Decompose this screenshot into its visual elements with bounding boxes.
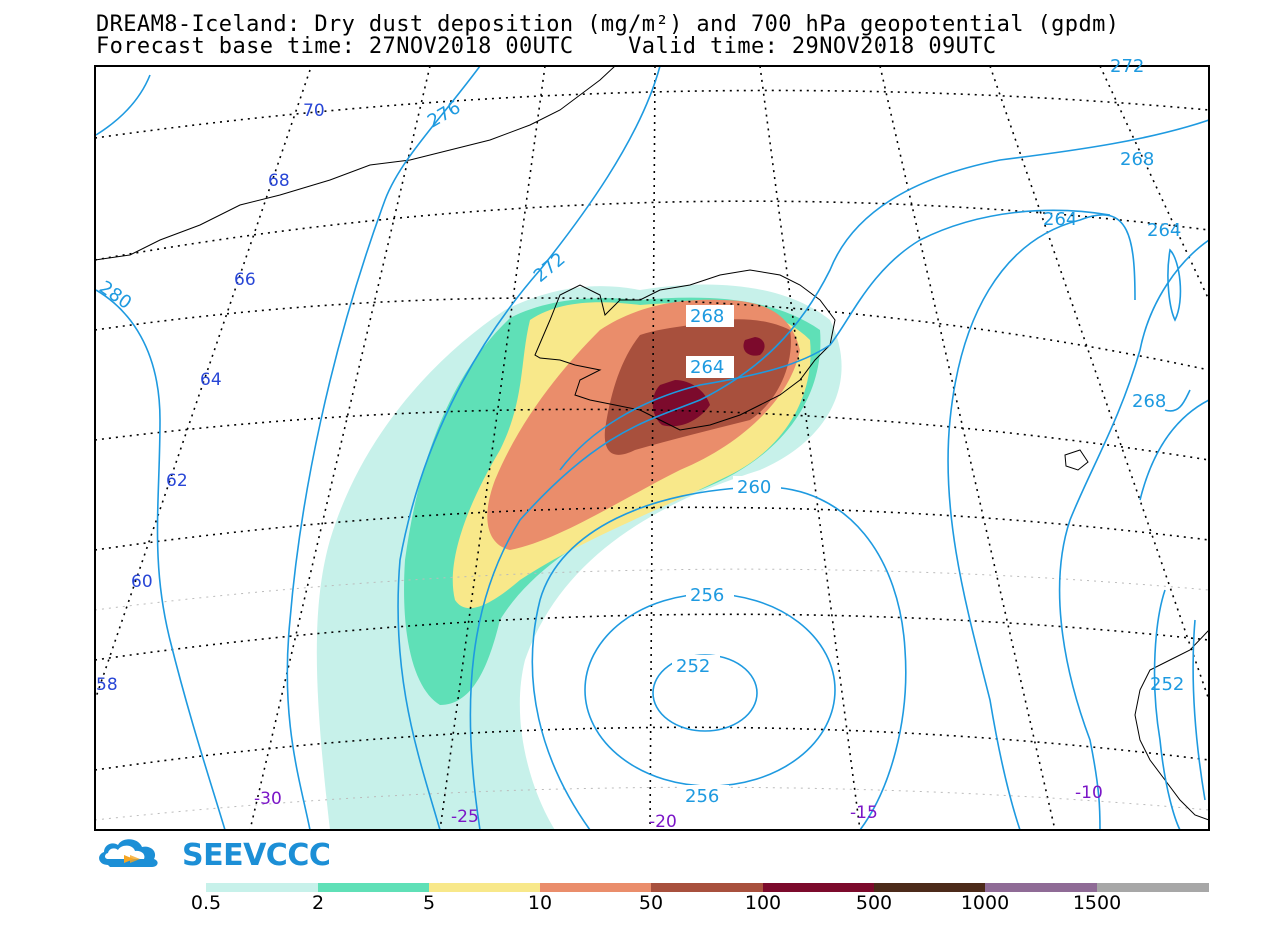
legend-label: 0.5 [190, 892, 222, 914]
legend-label: 500 [855, 892, 893, 914]
legend-label: 50 [638, 892, 664, 914]
legend-colorbar [206, 883, 1209, 892]
legend-swatch-2 [429, 883, 540, 892]
dust-level-100 [652, 380, 710, 427]
map-frame [94, 65, 1210, 831]
contour-label-252-e: 252 [1150, 674, 1184, 695]
latitude-labels: 70 68 66 64 62 60 58 [96, 101, 325, 695]
contour-label-252: 252 [676, 656, 710, 677]
lon-label-25: -25 [451, 807, 479, 827]
contour-label-264-ne: 264 [1043, 209, 1077, 230]
iceland-coast [534, 269, 836, 431]
map-title: DREAM8-Iceland: Dry dust deposition (mg/… [96, 12, 1120, 37]
lat-label-58: 58 [96, 675, 118, 695]
dust-level-100b [743, 337, 765, 356]
lat-label-62: 62 [166, 471, 188, 491]
lon-label-10: -10 [1075, 783, 1103, 803]
lat-label-60: 60 [131, 572, 153, 592]
dust-level-50 [604, 319, 791, 455]
contour-label-260: 260 [737, 477, 771, 498]
contour-label-256-north: 256 [690, 585, 724, 606]
contour-label-268-e: 268 [1132, 391, 1166, 412]
legend-label: 2 [311, 892, 325, 914]
contour-labels: 276 272 272 280 268 264 268 264 268 264 … [95, 56, 1184, 807]
lat-label-64: 64 [200, 370, 222, 390]
legend-label: 1000 [960, 892, 1010, 914]
map-area [95, 66, 1209, 830]
faroe-coast [1064, 449, 1089, 471]
longitude-labels: -30 -25 -20 -15 -10 [254, 783, 1103, 832]
legend-swatch-0 [206, 883, 318, 892]
contour-label-272-top: 272 [1110, 56, 1144, 77]
coastlines [95, 66, 1209, 821]
greenland-coast [95, 66, 616, 261]
legend-label: 5 [422, 892, 436, 914]
brand-name: SEEVCCC [182, 838, 331, 873]
graticule [95, 66, 1209, 830]
legend-swatch-3 [540, 883, 651, 892]
legend-swatch-8 [1097, 883, 1209, 892]
forecast-times: Forecast base time: 27NOV2018 00UTC Vali… [96, 34, 997, 59]
legend-swatch-6 [874, 883, 985, 892]
lon-label-15: -15 [850, 803, 878, 823]
legend-label: 100 [744, 892, 782, 914]
legend-swatch-7 [985, 883, 1097, 892]
legend-swatch-4 [651, 883, 763, 892]
contour-label-280: 280 [95, 277, 135, 314]
lon-label-20: -20 [649, 812, 677, 832]
lat-label-66: 66 [234, 270, 256, 290]
contour-label-256-south: 256 [685, 786, 719, 807]
contour-label-272: 272 [530, 249, 570, 287]
legend-swatch-1 [318, 883, 429, 892]
contour-label-264-e: 264 [1147, 220, 1181, 241]
norway-coast [1134, 629, 1209, 821]
contour-label-268-ne: 268 [1120, 149, 1154, 170]
contour-label-264-center: 264 [690, 357, 724, 378]
legend-label: 10 [527, 892, 553, 914]
lat-label-70: 70 [303, 101, 325, 121]
seevccc-logo-icon [99, 839, 158, 867]
contour-label-268-center: 268 [690, 306, 724, 327]
lon-label-30: -30 [254, 789, 282, 809]
lat-label-68: 68 [268, 171, 290, 191]
legend-label: 1500 [1072, 892, 1122, 914]
legend-swatch-5 [763, 883, 874, 892]
